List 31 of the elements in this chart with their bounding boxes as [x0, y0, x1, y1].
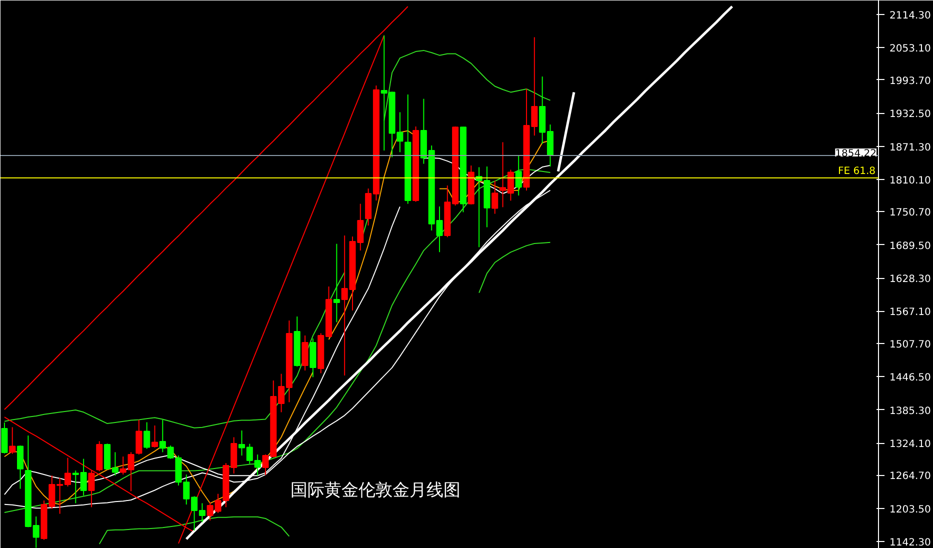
y-tick-label: 2053.10: [890, 44, 931, 55]
y-tick-label: 1507.70: [890, 339, 931, 350]
y-tick-label: 1810.10: [890, 175, 931, 186]
y-tick-label: 1689.50: [890, 240, 931, 252]
y-tick-label: 1932.50: [890, 109, 931, 120]
y-tick-label: 1628.30: [890, 274, 931, 286]
y-tick-label: 1567.10: [890, 307, 931, 318]
candlestick: [88, 470, 95, 508]
y-tick-label: 1993.70: [890, 76, 931, 87]
y-tick-label: 1203.50: [890, 504, 931, 516]
y-tick-label: 1385.30: [890, 406, 931, 417]
y-tick-label: 1750.70: [890, 208, 931, 219]
candlestick: [17, 445, 24, 490]
candlestick: [492, 180, 498, 214]
ref-line-label: FE 61.8: [838, 166, 876, 177]
candlestick: [302, 334, 308, 372]
y-tick-label: 1324.10: [890, 439, 931, 450]
y-tick-label: 1446.50: [890, 372, 931, 384]
candlestick: [9, 426, 16, 454]
y-tick-label: 2114.30: [890, 10, 931, 22]
line-series: [4, 6, 408, 410]
candlestick: [136, 419, 142, 456]
ref-line-label: 1854.22: [835, 148, 877, 160]
candlestick: [144, 422, 150, 450]
candlestick: [333, 243, 340, 323]
candlestick: [515, 154, 522, 196]
candlestick: [151, 425, 158, 448]
annotation: 国际黄金伦敦金月线图: [290, 480, 460, 500]
y-tick-label: 1142.30: [890, 538, 931, 548]
y-tick-label: 1264.70: [890, 471, 931, 482]
y-tick-label: 1871.30: [890, 142, 931, 154]
